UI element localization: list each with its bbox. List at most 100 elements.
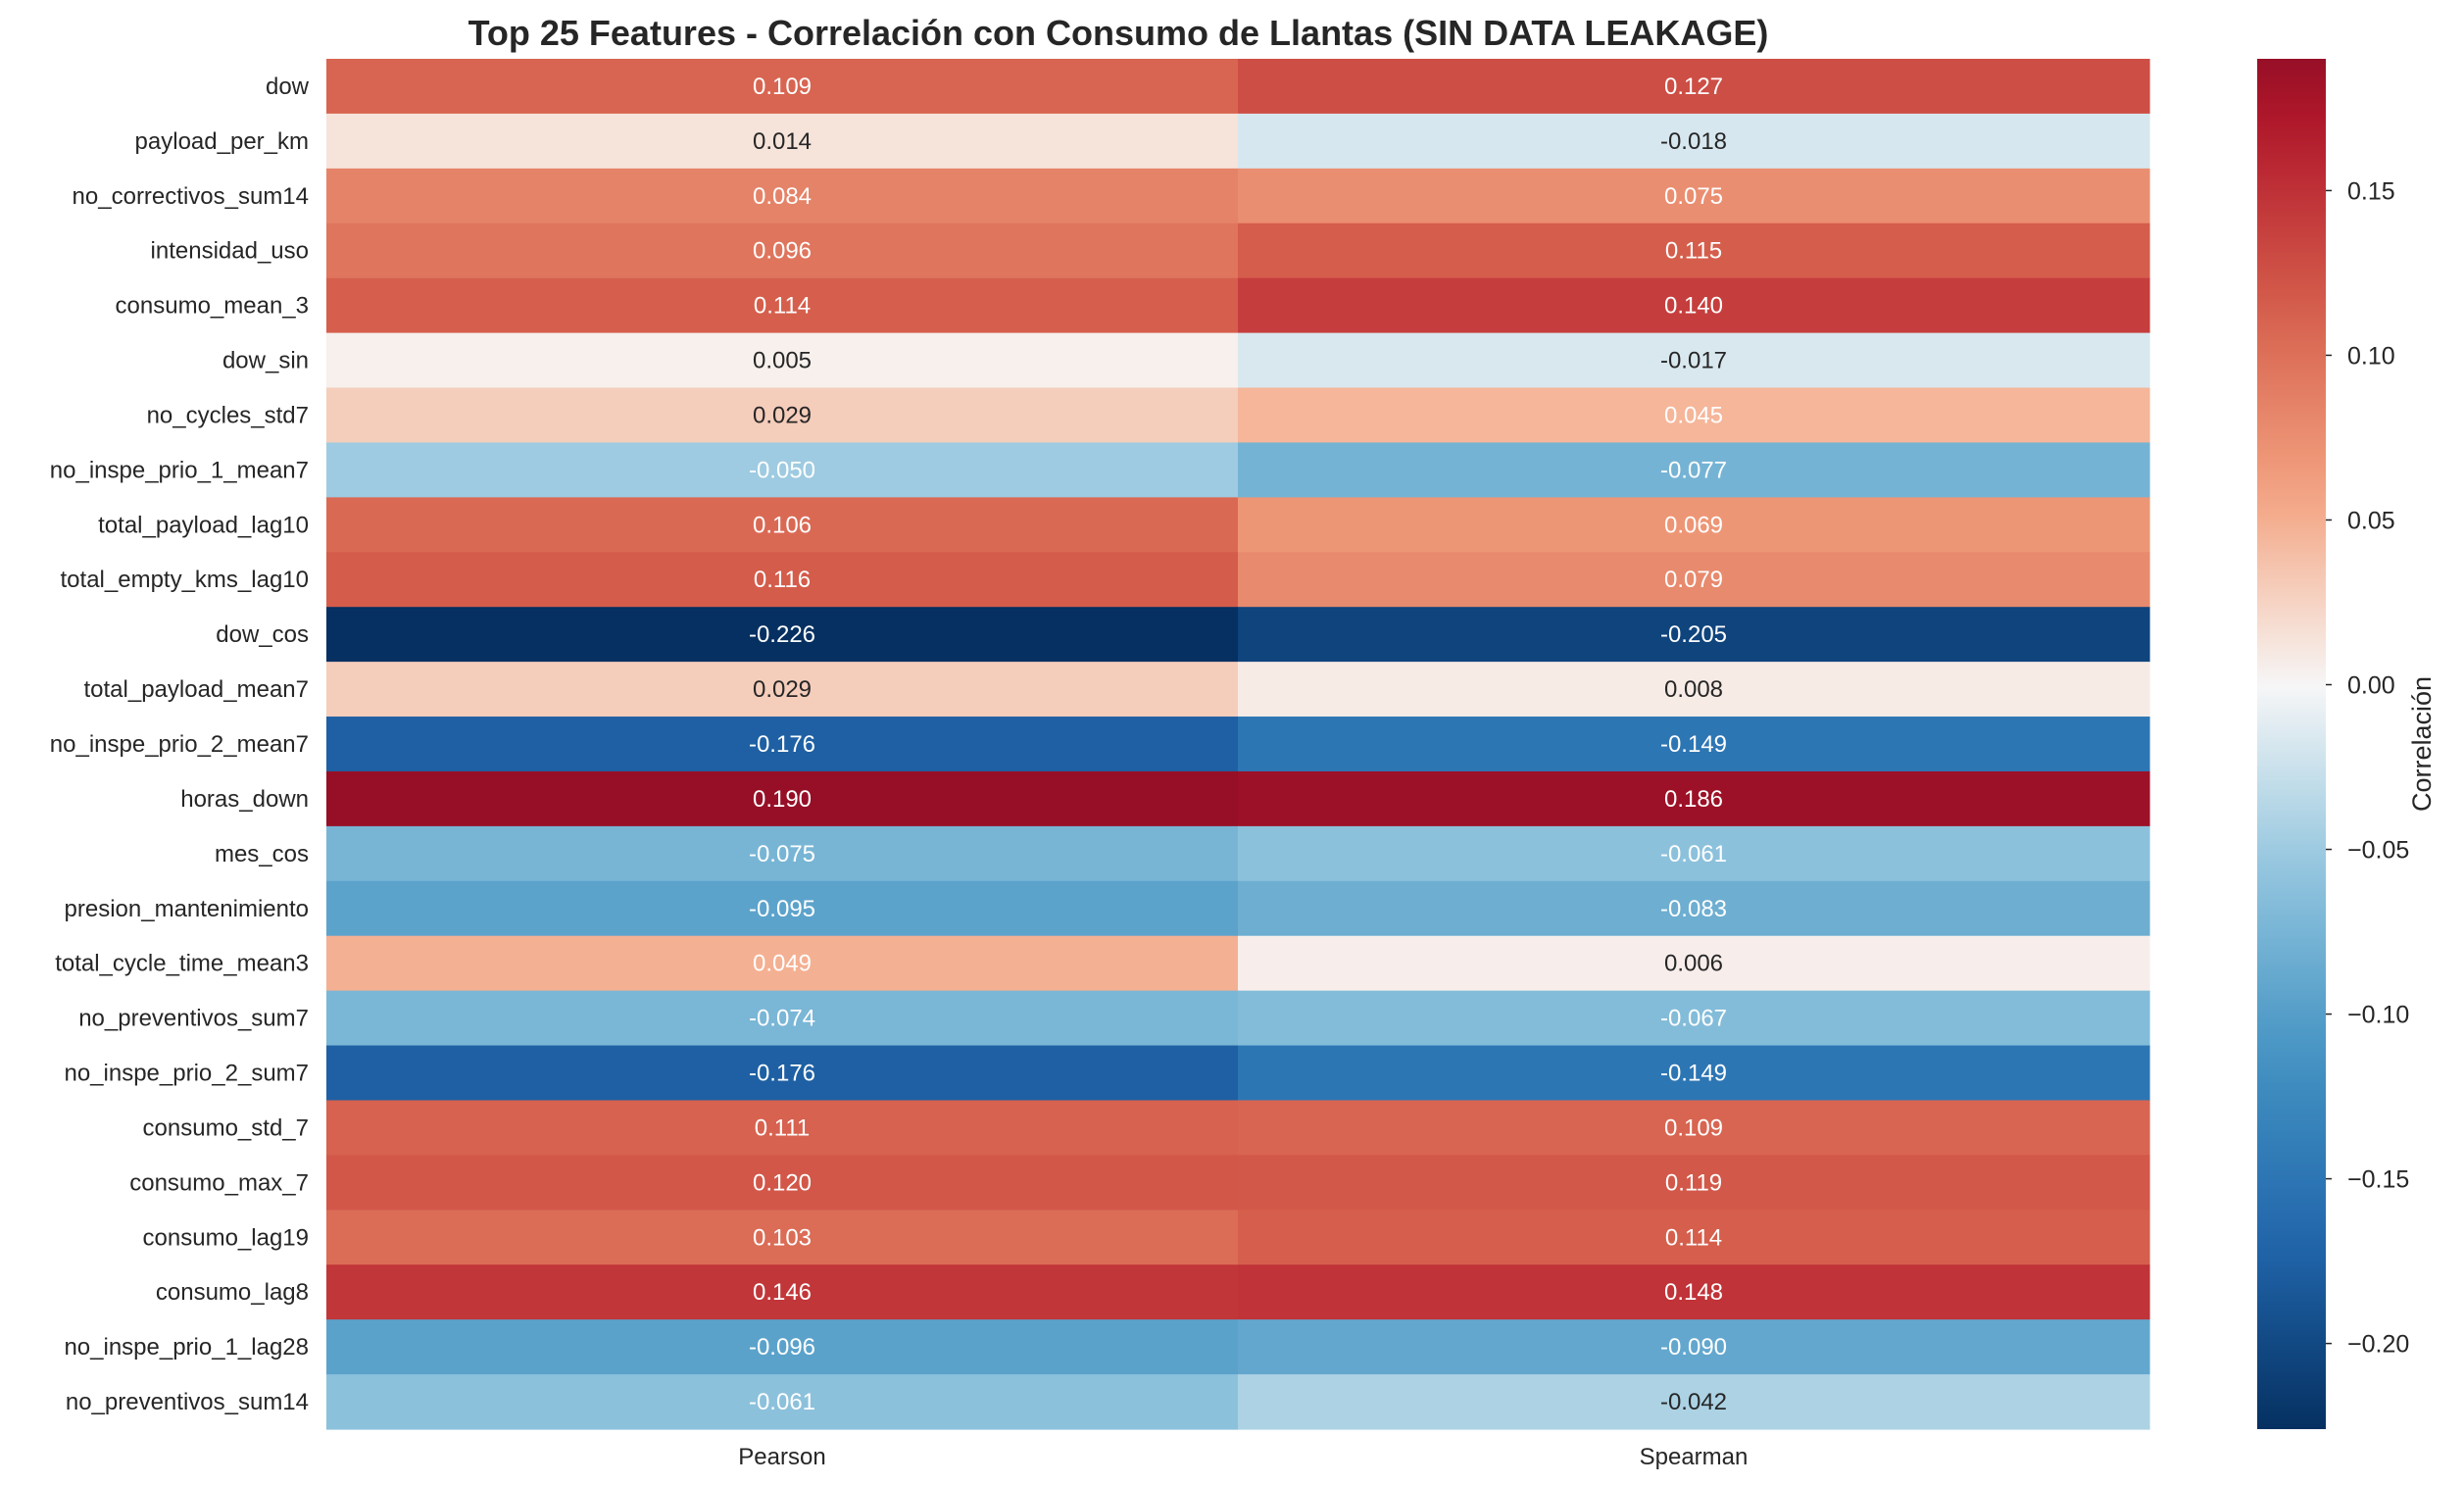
row-label: consumo_lag19 [143,1224,309,1251]
cell-value-label: 0.096 [753,238,812,265]
row-label: no_inspe_prio_2_sum7 [64,1061,309,1087]
row-label: dow_sin [222,348,309,374]
heatmap-cell [1238,935,2150,992]
cell-value-label: 0.006 [1664,951,1723,977]
row-label: consumo_max_7 [129,1169,309,1196]
cell-value-label: 0.069 [1664,512,1723,538]
colorbar-tick-label: 0.10 [2347,342,2395,370]
heatmap-cell [326,825,1239,882]
row-label: presion_mantenimiento [65,896,309,922]
cell-value-label: 0.106 [753,512,812,538]
heatmap-cell [1238,552,2150,608]
cell-value-label: 0.084 [753,183,812,210]
heatmap-cell [1238,277,2150,334]
heatmap-cell [326,770,1239,827]
cell-value-label: -0.176 [749,731,815,758]
cell-value-label: 0.190 [753,786,812,813]
row-labels: dow payload_per_km no_correctivos_sum14int… [50,74,310,1415]
cell-value-label: 0.127 [1664,74,1723,100]
heatmap-cell [1238,1264,2150,1320]
cell-value-label: 0.186 [1664,786,1723,813]
row-label: total_payload_lag10 [98,512,309,538]
cell-value-label: -0.042 [1660,1389,1727,1415]
cell-value-label: -0.226 [749,621,815,648]
heatmap-cell [326,662,1239,718]
row-label: consumo_std_7 [143,1114,309,1141]
heatmap-cell [326,1374,1239,1430]
row-label: no_inspe_prio_1_mean7 [50,457,309,483]
cell-value-label: -0.067 [1660,1006,1727,1032]
colorbar-tick-label: −0.15 [2347,1166,2409,1194]
heatmap-cell [326,1264,1239,1320]
heatmap-cell [1238,113,2150,170]
heatmap-cell [1238,223,2150,279]
cell-value-label: 0.029 [753,402,812,428]
row-label: no_preventivos_sum7 [78,1006,309,1032]
heatmap-cell [1238,662,2150,718]
row-label: no_inspe_prio_1_lag28 [64,1334,309,1361]
cell-value-label: -0.149 [1660,731,1727,758]
heatmap-cell [1238,1374,2150,1430]
cell-value-label: 0.014 [753,128,812,155]
row-label: total_empty_kms_lag10 [61,567,309,593]
heatmap-cells: 0.109 0.127 0.014 -0.018 0.084 0.075 0.096 0.11… [326,59,2150,1430]
cell-value-label: -0.205 [1660,621,1727,648]
heatmap-cell [326,990,1239,1047]
cell-value-label: -0.017 [1660,348,1727,374]
cell-value-label: 0.079 [1664,567,1723,593]
cell-value-label: -0.050 [749,457,815,483]
heatmap-cell [1238,607,2150,663]
heatmap-cell [1238,1045,2150,1102]
heatmap-cell [1238,1100,2150,1156]
cell-value-label: -0.083 [1660,896,1727,922]
heatmap-cell [326,332,1239,389]
colorbar-tick-label: −0.10 [2347,1002,2409,1029]
cell-value-label: -0.095 [749,896,815,922]
heatmap-cell [326,1210,1239,1265]
colorbar-tick-label: 0.05 [2347,507,2395,534]
cell-value-label: -0.075 [749,841,815,867]
cell-value-label: 0.116 [754,567,811,593]
chart-title: Top 25 Features - Correlación con Consum… [468,13,1769,53]
row-label: no_correctivos_sum14 [73,183,309,210]
heatmap-cell [326,168,1239,224]
heatmap-cell [326,442,1239,498]
row-label: horas_down [180,786,309,813]
row-label: dow_cos [216,621,309,648]
heatmap-cell [326,387,1239,444]
heatmap-cell [326,717,1239,772]
heatmap-cell [326,1100,1239,1156]
heatmap-cell [326,880,1239,937]
cell-value-label: 0.140 [1664,293,1723,320]
cell-value-label: 0.045 [1664,402,1723,428]
cell-value-label: -0.077 [1660,457,1727,483]
row-label: total_cycle_time_mean3 [55,951,309,977]
cell-value-label: 0.114 [1665,1224,1722,1251]
heatmap-cell [1238,497,2150,553]
cell-value-label: 0.075 [1664,183,1723,210]
heatmap-cell [1238,717,2150,772]
column-label: Spearman [1640,1444,1749,1470]
row-label: consumo_lag8 [156,1279,309,1306]
heatmap-cell [326,113,1239,170]
heatmap-cell [326,607,1239,663]
row-label: payload_per_km [135,128,309,155]
cell-value-label: 0.146 [753,1279,812,1306]
cell-value-label: -0.018 [1660,128,1727,155]
colorbar: 0.15 0.10 0.05 0.00 −0.05 −0.10 −0.15 −0.20 Cor… [2257,59,2437,1429]
column-labels: Pearson Spearman [738,1444,1748,1470]
cell-value-label: 0.115 [1665,238,1722,265]
heatmap-cell [1238,825,2150,882]
heatmap-cell [326,1045,1239,1102]
heatmap-cell [1238,332,2150,389]
row-label: no_inspe_prio_2_mean7 [50,731,309,758]
colorbar-gradient [2257,59,2326,1429]
row-label: no_preventivos_sum14 [66,1389,309,1415]
cell-value-label: 0.119 [1665,1169,1722,1196]
row-label: consumo_mean_3 [116,293,309,320]
colorbar-tick-label: 0.15 [2347,177,2395,205]
row-label: total_payload_mean7 [83,676,309,703]
heatmap-cell [1238,1155,2150,1211]
row-label: intensidad_uso [151,238,309,265]
